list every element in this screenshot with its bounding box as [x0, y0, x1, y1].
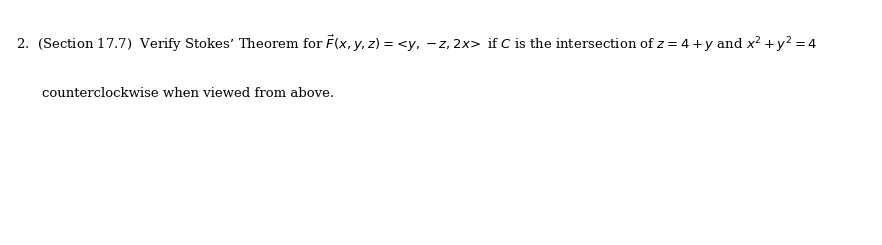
Text: counterclockwise when viewed from above.: counterclockwise when viewed from above. [42, 86, 334, 100]
Text: 2.  (Section 17.7)  Verify Stokes’ Theorem for $\vec{F}(x, y, z) =\!<\! y, -z, 2: 2. (Section 17.7) Verify Stokes’ Theorem… [16, 34, 818, 54]
